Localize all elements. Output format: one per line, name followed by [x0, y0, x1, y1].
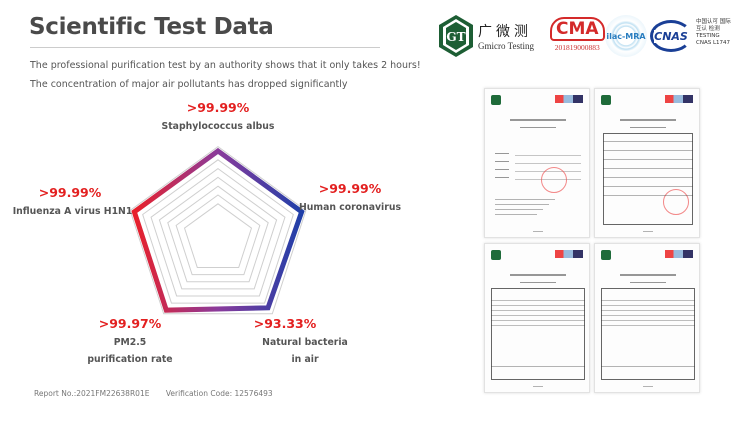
ilac-mra-logo: ilac-MRA [605, 15, 647, 57]
report-page-3 [484, 243, 590, 393]
value-label-coronavirus: >99.99% [318, 181, 382, 196]
gmicro-logo: GT 广微测 Gmicro Testing [438, 14, 534, 58]
svg-text:GT: GT [446, 30, 465, 44]
axis-label-pm25-2: purification rate [87, 354, 173, 365]
cnas-text: CNAS [654, 29, 688, 43]
page-cert-icons [665, 95, 693, 103]
page-logo-icon [491, 95, 501, 105]
page-logo-icon [601, 250, 611, 260]
value-label-h1n1: >99.99% [38, 185, 102, 200]
ilac-text: ilac-MRA [606, 31, 646, 41]
cnas-caption: 中国认可 国际互认 检测 TESTING CNAS L1747 [696, 19, 732, 47]
gmicro-name-cn: 广微测 [478, 24, 532, 40]
grid-ring [158, 176, 278, 290]
report-page-2 [594, 88, 700, 238]
page-title: Scientific Test Data [29, 14, 274, 40]
cma-mark: CMA [550, 17, 605, 41]
cnas-number: CNAS L1747 [696, 40, 731, 46]
value-label-natural-bacteria: >93.33% [253, 316, 317, 331]
page-logo-icon [601, 95, 611, 105]
gmicro-name-en: Gmicro Testing [478, 41, 534, 51]
report-number: Report No.:2021FM22638R01E [34, 389, 150, 398]
verification-code: Verification Code: 12576493 [165, 389, 273, 398]
axis-label-staphylococcus: Staphylococcus albus [161, 121, 275, 132]
cnas-logo: CNAS [650, 20, 692, 52]
grid-ring [175, 194, 261, 276]
page-cert-icons [665, 250, 693, 258]
grid-ring [129, 145, 307, 315]
title-divider [30, 47, 380, 48]
value-label-staphylococcus: >99.99% [186, 100, 250, 115]
grid-ring [183, 203, 253, 268]
page-cert-icons [555, 95, 583, 103]
cnas-cn: 中国认可 国际互认 检测 [696, 19, 731, 32]
cma-number: 201819000883 [554, 43, 600, 52]
report-info: Report No.:2021FM22638R01E Verification … [34, 389, 287, 398]
gmicro-badge-icon: GT [439, 15, 473, 57]
value-label-pm25: >99.97% [98, 316, 162, 331]
axis-label-natural-bacteria-1: Natural bacteria [262, 337, 348, 348]
subtitle-line-2: The concentration of major air pollutant… [30, 79, 348, 90]
axis-label-pm25-1: PM2.5 [113, 337, 147, 348]
axis-label-h1n1: Influenza A virus H1N1 [12, 206, 133, 217]
radar-chart [129, 145, 307, 315]
report-page-4 [594, 243, 700, 393]
data-series-polygon [131, 147, 305, 313]
grid-ring [167, 185, 269, 283]
page-logo-icon [491, 250, 501, 260]
page-cert-icons [555, 250, 583, 258]
cma-logo: CMA 201819000883 [550, 17, 605, 52]
subtitle-line-1: The professional purification test by an… [30, 60, 421, 71]
axis-label-coronavirus: Human coronavirus [299, 202, 401, 213]
cnas-testing: TESTING [696, 33, 720, 39]
axis-label-natural-bacteria-2: in air [291, 354, 319, 365]
grid-ring [150, 167, 286, 297]
grid-ring [142, 159, 294, 304]
report-page-1 [484, 88, 590, 238]
